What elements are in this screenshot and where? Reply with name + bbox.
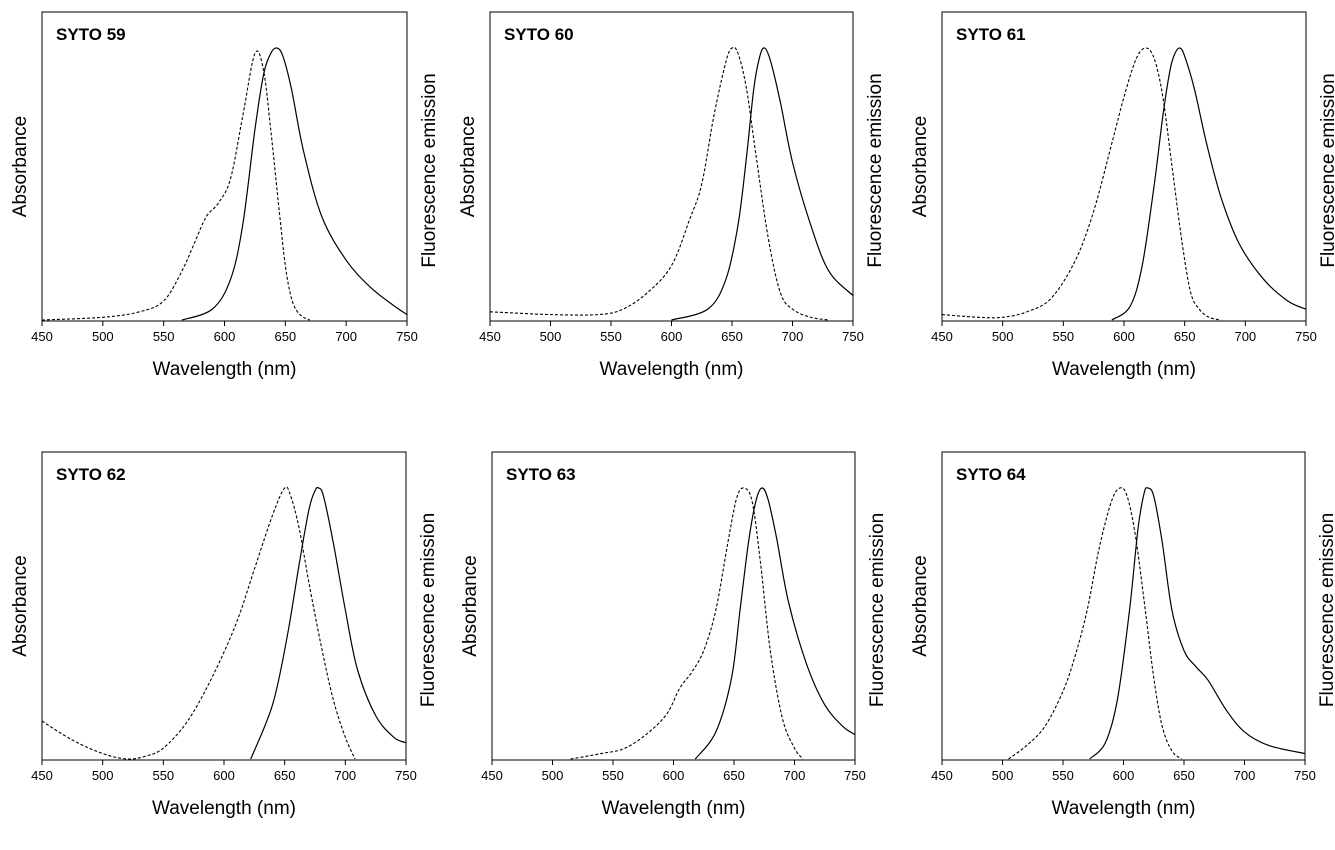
x-tick-label: 600 (1113, 329, 1135, 344)
x-tick-label: 500 (992, 768, 1014, 783)
plot-frame (489, 11, 854, 322)
y-axis-label-left: Absorbance (10, 116, 31, 217)
emission-curve (181, 47, 408, 321)
x-tick-label: 700 (782, 329, 804, 344)
x-tick-label: 450 (481, 768, 503, 783)
x-tick-label: 600 (1113, 768, 1135, 783)
x-tick-label: 550 (153, 329, 175, 344)
x-tick-label: 600 (213, 768, 235, 783)
chart-title: SYTO 61 (956, 25, 1026, 44)
y-axis-label-right: Fluorescence emission (1318, 73, 1335, 267)
x-tick-label: 750 (844, 768, 866, 783)
x-axis-label: Wavelength (nm) (152, 798, 296, 819)
x-tick-label: 700 (335, 329, 357, 344)
x-tick-label: 550 (1052, 768, 1074, 783)
y-axis-label-left: Absorbance (910, 555, 931, 656)
absorbance-curve (1008, 487, 1182, 760)
x-tick-label: 750 (1295, 329, 1317, 344)
y-axis-label-left: Absorbance (458, 116, 479, 217)
chart-svg: SYTO 59 450 500 550 600 650 700 750 Wavelength (… (10, 11, 440, 380)
x-tick-label: 550 (152, 768, 174, 783)
y-axis-label-right: Fluorescence emission (867, 513, 888, 707)
x-tick-label: 700 (784, 768, 806, 783)
y-axis-label-right: Fluorescence emission (418, 513, 439, 707)
y-axis-label-right: Fluorescence emission (865, 73, 886, 267)
chart-svg: SYTO 60 450 500 550 600 650 700 750 Wavelength (… (458, 11, 886, 380)
absorbance-curve (489, 46, 829, 321)
x-axis-label: Wavelength (nm) (153, 359, 297, 380)
x-tick-label: 650 (723, 768, 745, 783)
x-tick-label: 750 (395, 768, 417, 783)
x-tick-label: 650 (1174, 329, 1196, 344)
plot-frame (941, 451, 1306, 761)
x-tick-label: 700 (1234, 768, 1256, 783)
chart-title: SYTO 60 (504, 25, 574, 44)
x-tick-label: 550 (600, 329, 622, 344)
x-tick-label: 500 (92, 768, 114, 783)
emission-curve (671, 47, 854, 321)
x-tick-label: 750 (1294, 768, 1316, 783)
plot-frame (941, 11, 1307, 322)
x-axis-label: Wavelength (nm) (602, 798, 746, 819)
x-tick-label: 450 (479, 329, 501, 344)
x-tick-label: 550 (602, 768, 624, 783)
panel-syto-64: SYTO 64 450 500 550 600 650 700 750 Wavelength (… (900, 440, 1335, 850)
x-tick-label: 700 (1234, 329, 1256, 344)
x-tick-label: 550 (1052, 329, 1074, 344)
panel-syto-59: SYTO 59 450 500 550 600 650 700 750 Wavelength (… (0, 0, 445, 410)
x-axis-label: Wavelength (nm) (1052, 359, 1196, 380)
x-tick-label: 500 (92, 329, 114, 344)
emission-curve (694, 487, 856, 760)
x-axis-label: Wavelength (nm) (600, 359, 744, 380)
x-tick-label: 700 (334, 768, 356, 783)
chart-title: SYTO 64 (956, 465, 1026, 484)
emission-curve (1089, 487, 1306, 760)
chart-title: SYTO 63 (506, 465, 576, 484)
emission-curve (250, 486, 407, 760)
chart-svg: SYTO 62 450 500 550 600 650 700 750 Wavelength (… (10, 451, 439, 819)
panel-syto-63: SYTO 63 450 500 550 600 650 700 750 Wavelength (… (450, 440, 895, 850)
panel-syto-61: SYTO 61 450 500 550 600 650 700 750 Wavelength (… (900, 0, 1335, 410)
emission-curve (1111, 47, 1307, 321)
x-tick-label: 450 (931, 768, 953, 783)
y-axis-label-left: Absorbance (910, 116, 931, 217)
absorbance-curve (570, 487, 804, 760)
chart-svg: SYTO 64 450 500 550 600 650 700 750 Wavelength (… (910, 451, 1335, 819)
x-axis-label: Wavelength (nm) (1052, 798, 1196, 819)
x-tick-label: 750 (396, 329, 418, 344)
x-tick-label: 450 (31, 329, 53, 344)
absorbance-curve (41, 486, 356, 760)
x-tick-label: 500 (992, 329, 1014, 344)
x-tick-label: 600 (663, 768, 685, 783)
x-tick-label: 650 (1173, 768, 1195, 783)
absorbance-curve (941, 47, 1222, 321)
x-tick-label: 500 (540, 329, 562, 344)
x-tick-label: 650 (721, 329, 743, 344)
absorbance-curve (41, 50, 310, 321)
panel-syto-60: SYTO 60 450 500 550 600 650 700 750 Wavelength (… (450, 0, 895, 410)
plot-frame (491, 451, 856, 761)
y-axis-label-right: Fluorescence emission (419, 73, 440, 267)
x-tick-label: 650 (274, 768, 296, 783)
panel-syto-62: SYTO 62 450 500 550 600 650 700 750 Wavelength (… (0, 440, 445, 850)
plot-frame (41, 11, 408, 322)
y-axis-label-right: Fluorescence emission (1317, 513, 1335, 707)
x-tick-label: 450 (931, 329, 953, 344)
x-tick-label: 450 (31, 768, 53, 783)
plot-frame (41, 451, 407, 761)
x-tick-label: 750 (842, 329, 864, 344)
figure: SYTO 59 450 500 550 600 650 700 750 Wavelength (… (0, 0, 1335, 819)
chart-svg: SYTO 63 450 500 550 600 650 700 750 Wavelength (… (460, 451, 888, 819)
x-tick-label: 650 (274, 329, 296, 344)
y-axis-label-left: Absorbance (460, 555, 481, 656)
y-axis-label-left: Absorbance (10, 555, 31, 656)
x-tick-label: 600 (214, 329, 236, 344)
chart-title: SYTO 62 (56, 465, 126, 484)
chart-title: SYTO 59 (56, 25, 126, 44)
chart-svg: SYTO 61 450 500 550 600 650 700 750 Wavelength (… (910, 11, 1335, 380)
x-tick-label: 500 (542, 768, 564, 783)
x-tick-label: 600 (661, 329, 683, 344)
